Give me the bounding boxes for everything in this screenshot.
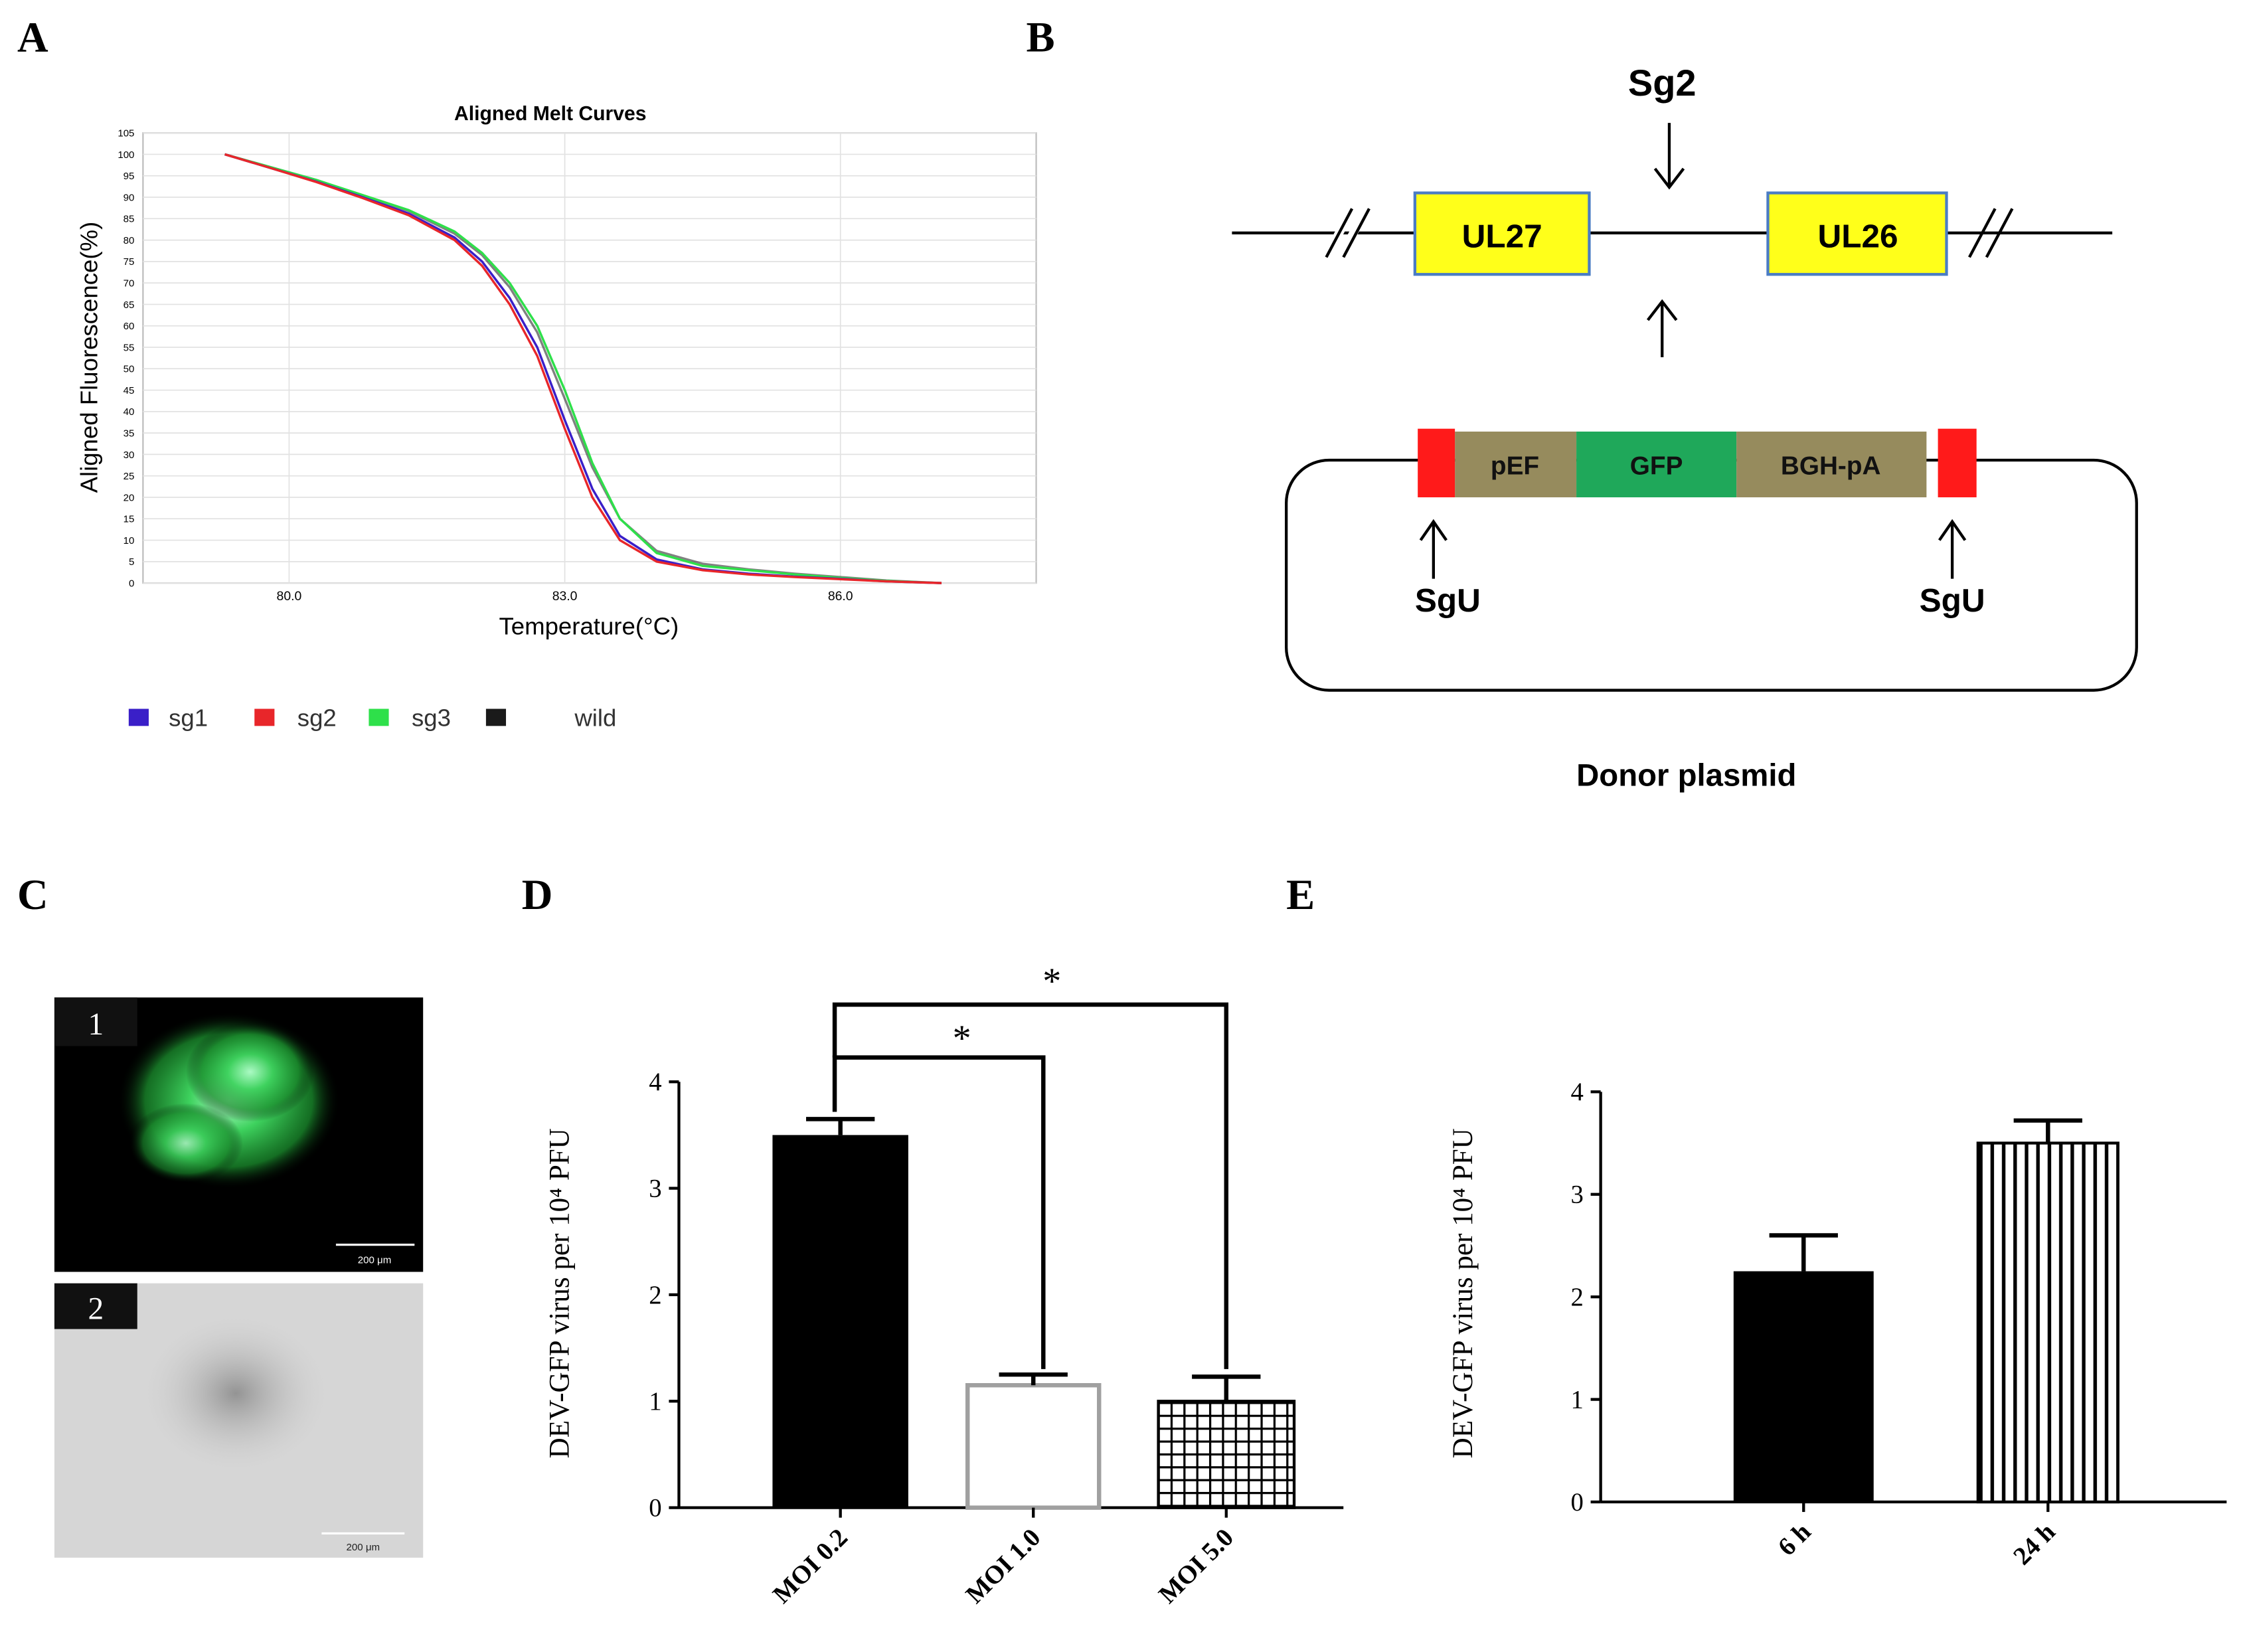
y-axis-label: DEV-GFP virus per 10⁴ PFU — [544, 1128, 576, 1458]
legend-swatch — [485, 708, 507, 726]
legend-label: sg1 — [169, 704, 208, 731]
panel-letter: B — [1026, 13, 1054, 60]
x-tick-label: 6 h — [1772, 1517, 1816, 1561]
y-tick-label: 30 — [124, 450, 135, 461]
y-tick-label: 70 — [124, 278, 135, 289]
y-tick-label: 55 — [124, 342, 135, 353]
legend-label: sg2 — [297, 704, 337, 731]
y-tick-label: 1 — [649, 1387, 661, 1416]
scale-bar-label: 200 μm — [347, 1542, 380, 1553]
y-tick-label: 0 — [129, 578, 134, 589]
y-tick-label: 65 — [124, 299, 135, 311]
error-bar — [999, 1372, 1068, 1386]
y-tick-label: 0 — [1570, 1488, 1583, 1517]
diagram — [1232, 123, 2138, 692]
sgu-label: SgU — [1920, 582, 1985, 619]
sgu-label: SgU — [1415, 582, 1481, 619]
y-tick-label: 85 — [124, 214, 135, 225]
significance-label: * — [953, 1018, 971, 1059]
x-tick-label: MOI 0.2 — [768, 1523, 853, 1609]
line-series — [224, 153, 942, 584]
bar — [1157, 1400, 1296, 1509]
micrograph — [54, 1283, 424, 1558]
bar — [965, 1383, 1102, 1510]
panel-letter: A — [17, 13, 48, 60]
y-tick-label: 4 — [1570, 1078, 1583, 1106]
y-tick-label: 45 — [124, 385, 135, 396]
bar — [1733, 1271, 1874, 1503]
y-tick-label: 35 — [124, 428, 135, 440]
significance-bracket — [832, 1002, 1228, 1369]
legend-swatch — [128, 708, 149, 726]
gene-label: UL27 — [1462, 218, 1542, 254]
legend-label: sg3 — [412, 704, 451, 731]
x-tick-label: 83.0 — [552, 589, 578, 604]
scale-bar-label: 200 μm — [358, 1255, 392, 1266]
y-tick-label: 105 — [118, 128, 134, 139]
micrograph — [54, 997, 424, 1272]
y-tick-label: 1 — [1570, 1386, 1583, 1414]
bar — [772, 1135, 908, 1508]
y-axis-label: DEV-GFP virus per 10⁴ PFU — [1448, 1128, 1479, 1458]
y-tick-label: 80 — [124, 235, 135, 246]
y-axis-label: Aligned Fluorescence(%) — [75, 222, 102, 493]
y-tick-label: 2 — [649, 1281, 661, 1309]
y-tick-label: 60 — [124, 321, 135, 332]
panel-letter: E — [1286, 870, 1315, 918]
y-tick-label: 40 — [124, 406, 135, 418]
legend-swatch — [254, 708, 275, 726]
y-tick-label: 5 — [129, 556, 134, 568]
legend-label: wild — [574, 704, 616, 731]
cassette-label: GFP — [1630, 452, 1683, 481]
y-tick-label: 100 — [118, 149, 134, 161]
y-tick-label: 2 — [1570, 1283, 1583, 1311]
y-tick-label: 95 — [124, 171, 135, 182]
chart-title: Aligned Melt Curves — [454, 103, 647, 125]
significance-label: * — [1042, 961, 1061, 1002]
y-tick-label: 3 — [1570, 1181, 1583, 1209]
x-tick-label: MOI 1.0 — [960, 1523, 1046, 1609]
panel-letter: D — [522, 870, 553, 918]
cassette-label: BGH-pA — [1781, 452, 1881, 481]
x-axis-label: Temperature(°C) — [499, 613, 679, 640]
legend-swatch — [369, 708, 389, 726]
plot-area — [142, 132, 1037, 584]
y-tick-label: 50 — [124, 364, 135, 375]
y-tick-label: 10 — [124, 535, 135, 546]
error-bar — [2013, 1118, 2082, 1143]
x-tick-label: 80.0 — [277, 589, 302, 604]
cassette — [1418, 428, 1977, 497]
panel-letter: C — [17, 870, 48, 918]
x-tick-label: MOI 5.0 — [1153, 1523, 1239, 1609]
site-label: Sg2 — [1628, 62, 1697, 104]
y-tick-label: 3 — [649, 1175, 661, 1203]
micrograph-label: 1 — [88, 1007, 104, 1042]
line-series — [224, 153, 942, 584]
error-bar — [1769, 1233, 1838, 1272]
cassette-label: pEF — [1491, 452, 1539, 481]
micrograph-label: 2 — [88, 1292, 104, 1327]
x-tick-label: 24 h — [2008, 1517, 2061, 1570]
y-tick-label: 75 — [124, 256, 135, 268]
x-tick-label: 86.0 — [828, 589, 853, 604]
error-bar — [806, 1117, 875, 1135]
caption: Donor plasmid — [1576, 758, 1796, 793]
y-tick-label: 90 — [124, 192, 135, 203]
y-tick-label: 15 — [124, 514, 135, 525]
y-tick-label: 0 — [649, 1494, 661, 1523]
bar — [1976, 1141, 2119, 1504]
y-tick-label: 25 — [124, 471, 135, 482]
error-bar — [1192, 1374, 1261, 1402]
gene-label: UL26 — [1818, 218, 1898, 254]
y-tick-label: 20 — [124, 492, 135, 503]
y-tick-label: 4 — [649, 1068, 661, 1096]
